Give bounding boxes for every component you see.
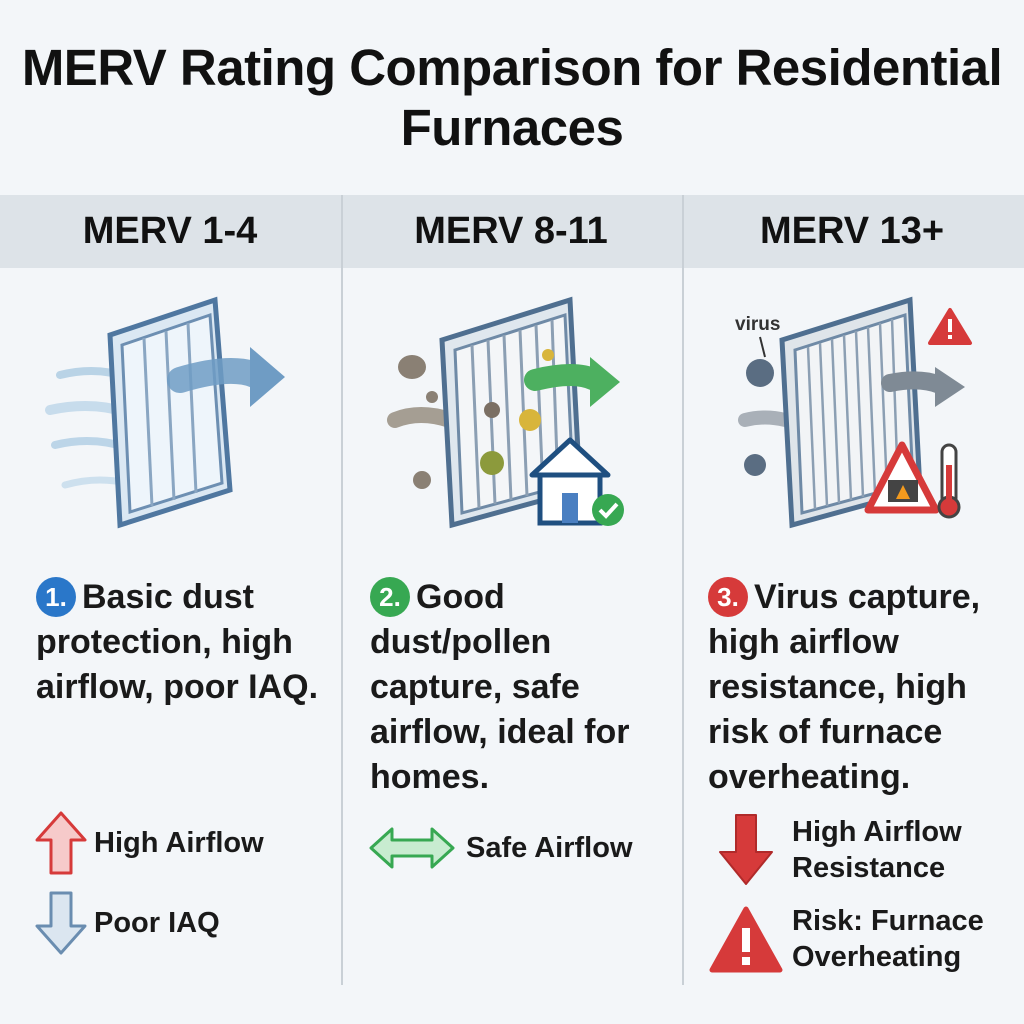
page-title: MERV Rating Comparison for Residential F…	[21, 39, 1003, 156]
description-merv-8-11: 2. Good dust/pollen capture, safe airflow…	[370, 575, 670, 800]
description-text-1: Basic dust protection, high airflow, poo…	[36, 578, 319, 706]
indicator-safe-airflow: Safe Airflow	[368, 825, 633, 871]
virus-label: virus	[735, 314, 780, 335]
column-header-band	[0, 195, 1024, 268]
column-header-merv-1-4: MERV 1-4	[82, 210, 258, 252]
arrow-up-icon	[35, 811, 87, 875]
column-header-merv-13-plus: MERV 13+	[759, 210, 945, 252]
indicator-high-airflow-resistance: High Airflow Resistance	[716, 812, 992, 888]
high-merv-filter-illustration: virus	[735, 296, 972, 529]
step-badge-2: 2.	[370, 577, 410, 617]
arrow-down-red-icon	[719, 814, 773, 885]
description-text-2: Good dust/pollen capture, safe airflow, …	[370, 578, 630, 796]
column-divider-1	[341, 195, 343, 985]
standard-filter-illustration	[387, 296, 624, 529]
warning-icon	[709, 906, 783, 973]
column-divider-2	[682, 195, 684, 985]
indicator-risk-furnace-overheating: Risk: Furnace Overheating	[708, 903, 1002, 975]
basic-filter-illustration	[45, 296, 285, 529]
indicator-high-airflow: High Airflow	[34, 810, 264, 876]
double-arrow-icon	[369, 827, 455, 869]
column-header-merv-8-11: MERV 8-11	[414, 210, 608, 252]
indicator-poor-iaq: Poor IAQ	[34, 890, 220, 956]
step-badge-1: 1.	[36, 577, 76, 617]
step-badge-3: 3.	[708, 577, 748, 617]
description-merv-13-plus: 3. Virus capture, high airflow resistance…	[708, 575, 1013, 800]
description-merv-1-4: 1. Basic dust protection, high airflow, p…	[36, 575, 336, 710]
arrow-down-icon	[35, 891, 87, 955]
description-text-3: Virus capture, high airflow resistance, …	[708, 578, 981, 796]
